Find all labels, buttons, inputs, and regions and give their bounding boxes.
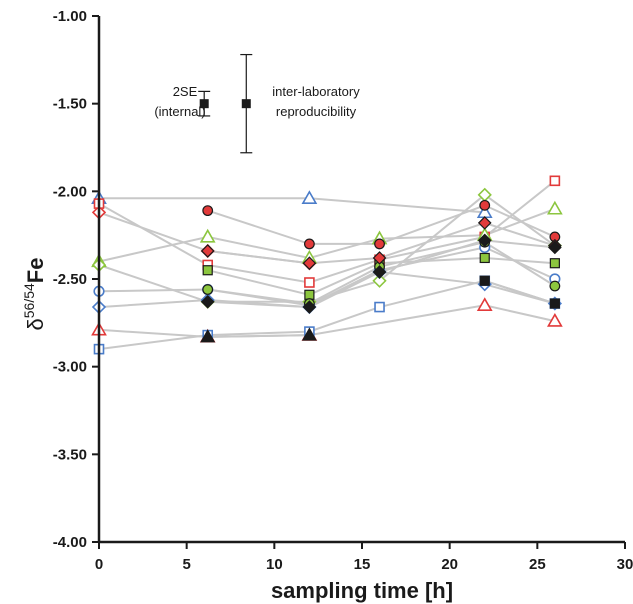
marker-square	[304, 277, 315, 288]
x-tick-label: 10	[266, 556, 283, 573]
marker-triangle	[301, 190, 318, 205]
marker-diamond	[302, 300, 317, 314]
marker-circle	[549, 280, 561, 292]
x-axis-title: sampling time [h]	[271, 578, 453, 603]
y-tick-label: -2.00	[53, 183, 87, 200]
legend: 2SE (internal) inter-laboratory reproduc…	[154, 53, 360, 154]
series-line	[207, 334, 310, 338]
marker-square	[304, 289, 315, 300]
marker-square	[479, 252, 490, 264]
marker-diamond	[477, 233, 492, 248]
series-line	[98, 193, 556, 303]
marker-diamond	[477, 216, 492, 230]
data-markers	[91, 175, 563, 355]
y-tick-label: -3.50	[53, 446, 87, 463]
marker-square	[549, 175, 561, 187]
legend-interlab-marker	[241, 99, 251, 109]
legend-interlab-sublabel: reproducibility	[276, 104, 357, 119]
y-tick-label: -2.50	[53, 271, 87, 288]
marker-diamond	[302, 256, 317, 271]
marker-triangle	[200, 329, 216, 343]
marker-diamond	[372, 273, 387, 288]
marker-triangle	[546, 200, 563, 215]
x-tick-label: 15	[354, 556, 371, 573]
marker-circle	[304, 238, 315, 250]
marker-triangle	[546, 312, 563, 327]
y-axis-title-suffix: Fe	[23, 258, 48, 284]
legend-interlab-label: inter-laboratory	[272, 84, 360, 99]
marker-triangle	[476, 297, 493, 311]
x-tick-label: 0	[95, 556, 103, 573]
x-tick-label: 25	[529, 556, 546, 573]
marker-triangle	[199, 228, 216, 243]
marker-circle	[479, 199, 491, 211]
marker-circle	[374, 238, 385, 250]
marker-square	[202, 265, 213, 276]
x-tick-label: 30	[617, 556, 633, 573]
series-line	[98, 207, 556, 263]
y-tick-label: -3.00	[53, 359, 87, 376]
marker-diamond	[372, 251, 387, 265]
legend-internal-marker	[199, 99, 209, 109]
marker-square	[479, 275, 490, 286]
marker-triangle	[301, 327, 317, 341]
y-tick-label: -1.00	[53, 8, 87, 25]
marker-diamond	[548, 240, 562, 255]
marker-diamond	[372, 265, 387, 279]
marker-square	[549, 298, 560, 309]
x-tick-label: 5	[182, 556, 190, 573]
y-axis-title-superscript: 56/54	[21, 283, 37, 318]
series-line	[99, 197, 485, 214]
legend-internal-sublabel: (internal)	[154, 104, 205, 119]
legend-internal-label: 2SE	[173, 84, 198, 99]
y-tick-label: -1.50	[53, 96, 87, 113]
y-axis-title-base: δ	[23, 318, 48, 330]
marker-square	[374, 301, 385, 313]
series-line	[98, 246, 556, 307]
marker-diamond	[200, 244, 215, 258]
marker-circle	[202, 205, 214, 217]
x-tick-label: 20	[441, 556, 458, 573]
marker-diamond	[200, 294, 215, 309]
axes: 0 5 10 15 20 25 30 -1.00 -1.50 -2.00 -2.50 -3.00 -3.…	[53, 8, 633, 573]
marker-circle	[202, 284, 214, 295]
y-axis-title: δ56/54Fe	[21, 258, 48, 331]
series-line	[484, 279, 556, 305]
y-tick-label: -4.00	[53, 534, 87, 551]
marker-square	[549, 258, 560, 269]
